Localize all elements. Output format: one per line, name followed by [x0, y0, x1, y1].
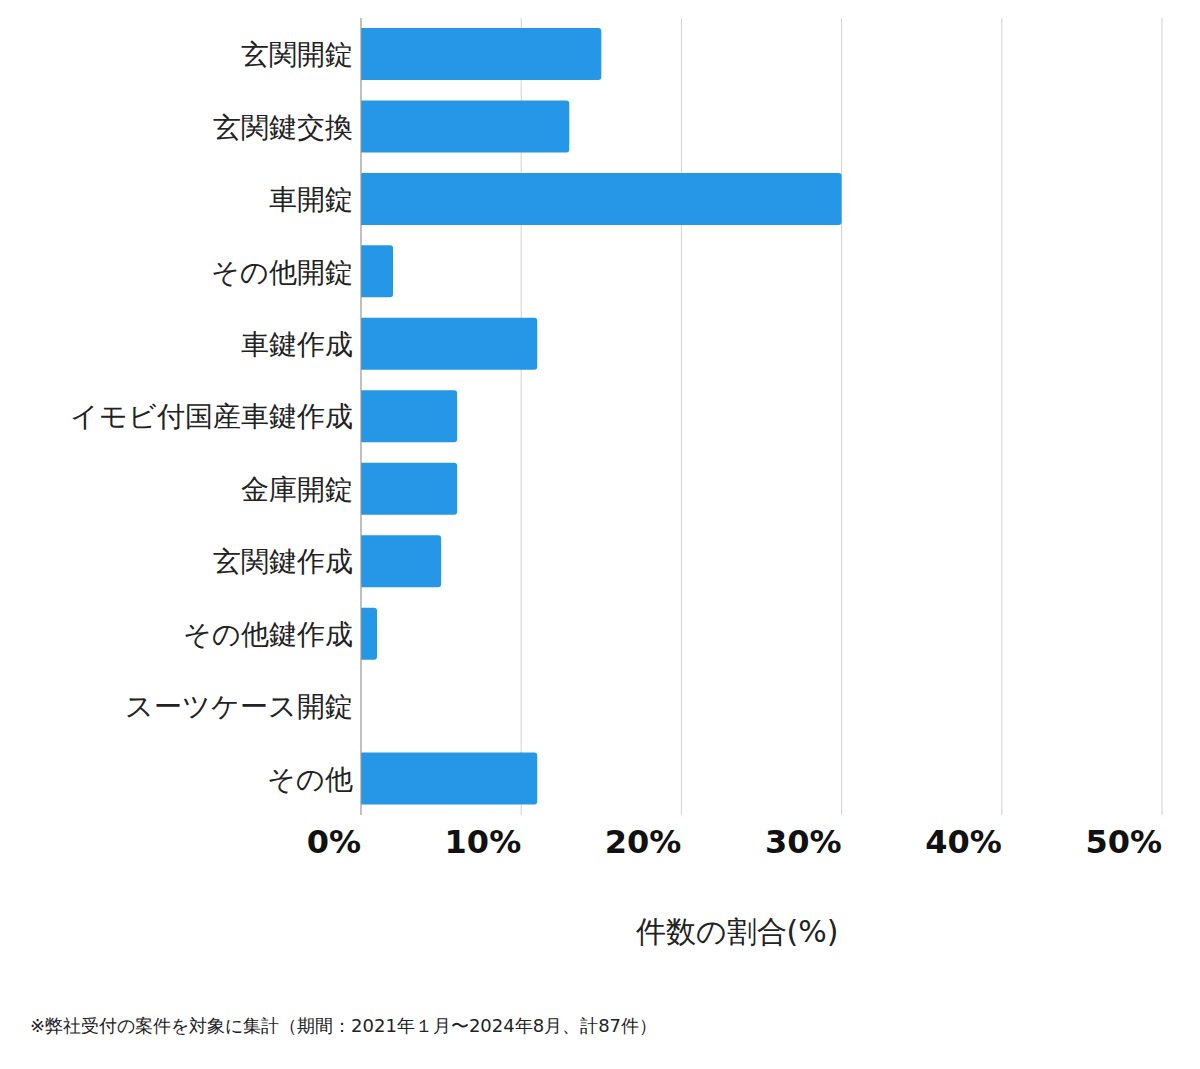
svg-text:0%: 0% [307, 823, 361, 861]
svg-text:車開錠: 車開錠 [269, 183, 353, 216]
html-text:件数の割合(%): 件数の割合(%) [635, 914, 839, 949]
svg-text:50%: 50% [1085, 823, 1162, 861]
svg-text:金庫開錠: 金庫開錠 [241, 473, 353, 506]
svg-text:車鍵作成: 車鍵作成 [241, 328, 353, 361]
svg-text:30%: 30% [765, 823, 842, 861]
svg-text:イモビ付国産車鍵作成: イモビ付国産車鍵作成 [70, 400, 353, 433]
svg-text:玄関鍵作成: 玄関鍵作成 [213, 545, 353, 578]
svg-text:その他: その他 [267, 763, 353, 796]
svg-text:40%: 40% [925, 823, 1002, 861]
svg-text:玄関開錠: 玄関開錠 [241, 38, 353, 71]
svg-text:玄関鍵交換: 玄関鍵交換 [213, 111, 353, 144]
svg-text:10%: 10% [445, 823, 522, 861]
svg-text:その他鍵作成: その他鍵作成 [183, 618, 353, 651]
svg-text:スーツケース開錠: スーツケース開錠 [125, 690, 353, 723]
svg-text:その他開錠: その他開錠 [211, 256, 353, 289]
html-text:※弊社受付の案件を対象に集計（期間：2021年１月〜2024: ※弊社受付の案件を対象に集計（期間：2021年１月〜2024年8月、計87件） [30, 1015, 658, 1036]
svg-text:20%: 20% [605, 823, 682, 861]
